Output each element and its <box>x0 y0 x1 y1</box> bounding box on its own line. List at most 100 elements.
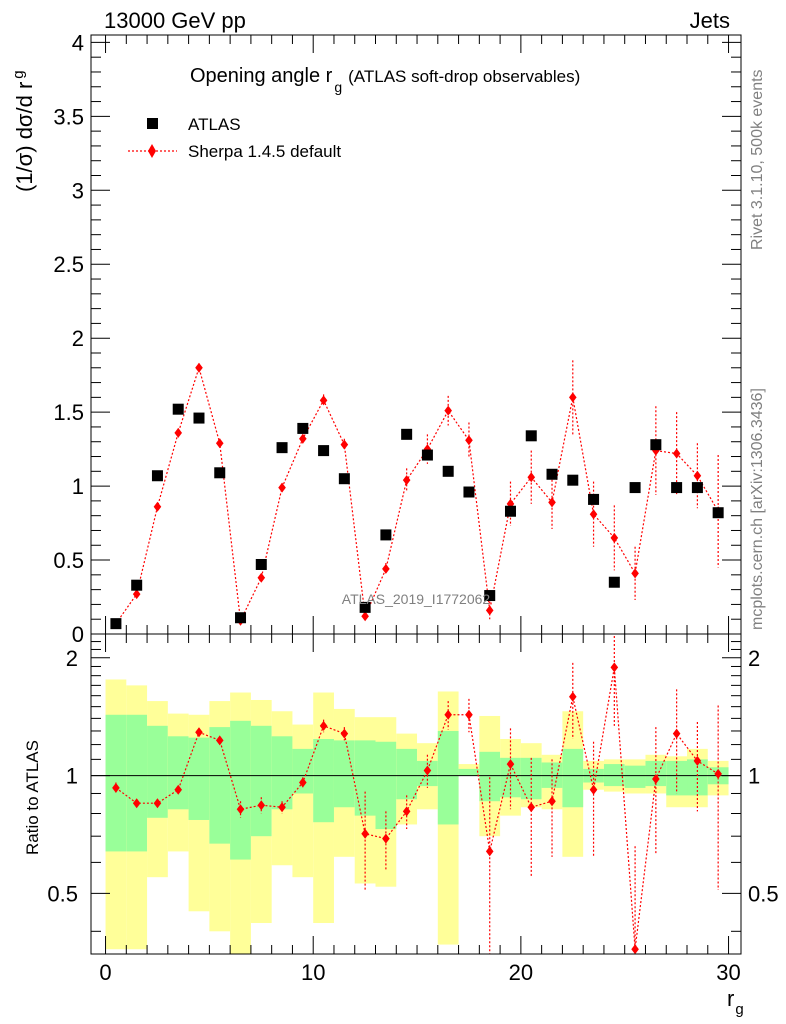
y-tick-label: 4 <box>72 30 84 55</box>
mc-point <box>589 509 598 520</box>
data-point <box>463 486 475 498</box>
ratio-point <box>527 802 536 813</box>
data-point <box>650 439 662 451</box>
legend-data-marker <box>147 118 158 129</box>
ratio-point <box>236 804 245 815</box>
mc-point <box>527 472 536 483</box>
data-point <box>442 465 454 477</box>
mc-point <box>132 589 141 600</box>
data-point <box>276 442 288 454</box>
band-inner <box>313 739 334 823</box>
mc-point <box>444 405 452 416</box>
y-tick-label: 0.5 <box>53 548 84 573</box>
data-point <box>380 529 392 541</box>
legend-mc-marker <box>148 144 156 158</box>
data-point <box>172 403 184 415</box>
x-axis-label: rg <box>727 986 744 1018</box>
mc-point <box>153 501 162 512</box>
ratio-point <box>402 806 411 817</box>
y-tick-label: 1.5 <box>53 400 84 425</box>
ratio-point <box>423 765 432 776</box>
mc-point <box>319 395 328 406</box>
ratio-point <box>215 735 224 746</box>
data-point <box>629 482 641 494</box>
ratio-point <box>319 720 328 731</box>
y-tick-label: 3 <box>72 178 84 203</box>
ratio-point <box>631 944 639 954</box>
x-tick-label: 20 <box>509 960 533 985</box>
band-inner <box>396 748 418 800</box>
ratio-tick-label-right: 2 <box>748 646 760 671</box>
data-point <box>297 422 309 434</box>
band-inner <box>147 725 168 818</box>
band-inner <box>250 725 272 837</box>
data-point <box>401 428 413 440</box>
ratio-point <box>132 798 141 809</box>
band-inner <box>209 727 231 844</box>
ratio-axis-label: Ratio to ATLAS <box>23 740 42 855</box>
ratio-point <box>278 802 286 813</box>
y-tick-label: 2.5 <box>53 252 84 277</box>
mc-point <box>693 470 702 481</box>
mc-point <box>215 438 224 449</box>
y-axis-label-sub: g <box>10 70 27 78</box>
data-point <box>318 445 330 457</box>
y-tick-label: 3.5 <box>53 104 84 129</box>
ratio-point <box>506 759 515 770</box>
axis-ticks <box>91 35 741 954</box>
band-inner <box>188 737 210 820</box>
ratio-point <box>568 691 577 702</box>
mc-line <box>115 365 719 624</box>
data-point <box>671 482 683 494</box>
band-inner <box>292 748 314 794</box>
y-axis-label-main: (1/σ) dσ/d r <box>12 82 37 192</box>
ratio-point <box>610 662 619 673</box>
band-inner <box>271 736 293 810</box>
data-point <box>588 493 600 505</box>
data-point <box>608 576 620 588</box>
ratio-panel-frame <box>90 633 742 955</box>
data-point <box>110 618 122 630</box>
ratio-point <box>672 728 681 739</box>
plot-title: Opening angle r g (ATLAS soft-drop observa… <box>190 65 580 95</box>
band-inner <box>230 720 251 860</box>
x-axis-label-sub: g <box>735 1001 743 1018</box>
ratio-tick-label-right: 1 <box>748 764 760 789</box>
process-label: Jets <box>690 8 730 33</box>
mc-point <box>568 392 577 403</box>
data-point <box>504 505 516 517</box>
ratio-tick-label: 2 <box>66 646 78 671</box>
plot-title-main: Opening angle r <box>190 65 333 87</box>
ratio-point <box>382 833 390 844</box>
main-data-series <box>110 403 724 630</box>
data-point <box>567 474 579 486</box>
data-point <box>255 558 267 570</box>
mc-point <box>672 448 681 459</box>
plot-title-note: (ATLAS soft-drop observables) <box>348 67 580 86</box>
x-tick-label: 30 <box>716 960 740 985</box>
data-point <box>525 430 537 442</box>
x-tick-label: 10 <box>301 960 325 985</box>
data-point <box>712 507 724 519</box>
ratio-tick-label: 1 <box>66 764 78 789</box>
ratio-point <box>548 796 556 807</box>
mc-point <box>195 362 203 373</box>
data-point <box>359 601 371 613</box>
mc-point <box>402 475 411 486</box>
legend-data-label: ATLAS <box>188 115 241 134</box>
mc-point <box>361 611 369 622</box>
energy-label: 13000 GeV pp <box>104 8 246 33</box>
band-inner <box>437 730 459 825</box>
ratio-point <box>444 709 452 720</box>
ratio-line <box>115 667 719 950</box>
ratio-point <box>693 755 702 766</box>
axis-tick-labels: 0 10 20 30 0 0.5 1 1.5 2 2.5 3 3.5 4 0.5 0.5 1 1 2 2 <box>47 30 778 985</box>
ratio-point <box>589 784 598 795</box>
y-tick-label: 2 <box>72 326 84 351</box>
ratio-point <box>652 773 660 784</box>
ratio-point <box>340 728 349 739</box>
x-axis-label-main: r <box>727 986 734 1011</box>
mc-point <box>465 435 473 446</box>
mc-point <box>631 568 639 579</box>
mc-point <box>278 482 286 493</box>
